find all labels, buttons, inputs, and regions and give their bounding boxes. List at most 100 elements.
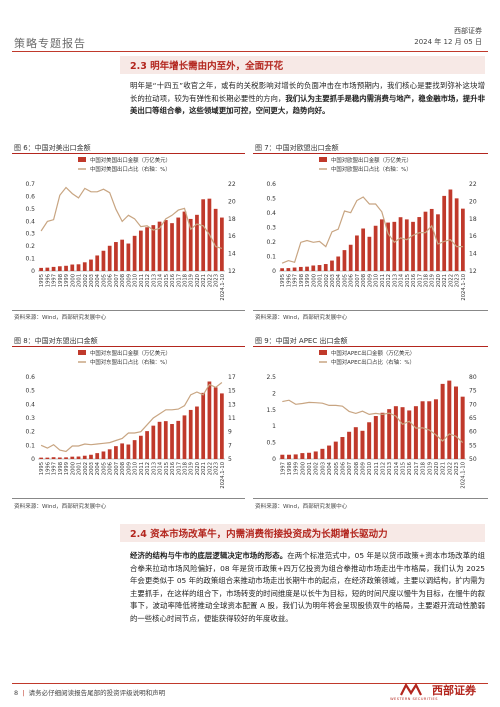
x-tick-label: 1996 bbox=[45, 462, 51, 475]
x-tick-label: 2005 bbox=[101, 274, 107, 287]
x-tick-label: 2013 bbox=[387, 462, 393, 475]
chart-bar bbox=[340, 437, 345, 459]
x-tick-label: 2009 bbox=[126, 274, 132, 287]
chart-bar bbox=[95, 255, 100, 271]
figure-8-bottom-line bbox=[12, 498, 245, 499]
y-tick-label: 0.2 bbox=[25, 243, 35, 250]
x-tick-label: 1996 bbox=[286, 274, 292, 287]
chart-bar bbox=[114, 242, 118, 271]
y2-tick-label: 18 bbox=[469, 216, 477, 223]
x-tick-label: 2003 bbox=[330, 274, 336, 287]
y-tick-label: 1 bbox=[272, 423, 276, 430]
chart-bar bbox=[132, 235, 137, 271]
legend-line-label: 中国对欧盟出口占比（右轴：%） bbox=[331, 165, 412, 173]
chart-bar bbox=[57, 457, 62, 459]
figure-6-chart: 中国对美国出口金额（万亿美元）中国对美国出口占比（右轴：%） 0 0.1 0.2 0.3… bbox=[25, 156, 236, 301]
x-tick-label: 2007 bbox=[355, 274, 361, 287]
y2-tick-label: 12 bbox=[228, 268, 236, 275]
section-2-paragraph: 经济的结构与牛市的底层逻辑决定市场的形态。在两个标准范式中，05 年是以货币政策… bbox=[130, 550, 485, 626]
x-tick-label: 2016 bbox=[411, 274, 417, 287]
chart-bar bbox=[286, 268, 291, 271]
chart-bar bbox=[157, 421, 162, 459]
y2-tick-label: 70 bbox=[469, 401, 477, 408]
x-tick-label: 2023 bbox=[214, 274, 220, 287]
chart-bar bbox=[176, 217, 181, 271]
x-tick-label: 2015 bbox=[164, 462, 170, 475]
chart-bar bbox=[151, 225, 156, 271]
y2-tick-label: 80 bbox=[469, 374, 477, 381]
x-tick-label: 2005 bbox=[342, 274, 348, 287]
chart-bar bbox=[433, 399, 438, 459]
footer-text: 8 | 请务必仔细阅读报告尾部的投资评级说明和声明 bbox=[14, 689, 166, 697]
figure-6-title: 图 6：中国对美出口金额 bbox=[14, 144, 91, 152]
x-tick-label: 2006 bbox=[349, 274, 355, 287]
y-tick-label: 0.3 bbox=[25, 231, 35, 238]
x-tick-label: 2018 bbox=[182, 274, 188, 287]
y2-tick-label: 75 bbox=[469, 388, 477, 395]
x-tick-label: 2017 bbox=[176, 462, 182, 475]
x-tick-label: 2007 bbox=[114, 274, 120, 287]
paragraph-normal-text: 明年是“十四五”收官之年，或有的关税影响对增长的负面冲击在市场预期内，我们核心是… bbox=[130, 81, 485, 103]
chart-bar bbox=[347, 431, 352, 459]
x-tick-label: 1998 bbox=[287, 462, 293, 475]
chart-bar bbox=[120, 239, 125, 271]
chart-bar bbox=[114, 446, 118, 459]
chart-bar bbox=[307, 452, 312, 459]
x-tick-label: 1995 bbox=[39, 274, 45, 287]
x-tick-label: 2005 bbox=[334, 462, 340, 475]
legend-bar-label: 中国对东盟出口金额（万亿美元） bbox=[90, 349, 171, 357]
y-tick-label: 0 bbox=[272, 456, 276, 463]
legend-bar-label: 中国对欧盟出口金额（万亿美元） bbox=[331, 156, 412, 164]
chart-bar bbox=[320, 448, 325, 459]
x-tick-label: 1999 bbox=[294, 462, 300, 475]
y-tick-label: 0.1 bbox=[266, 254, 276, 261]
x-tick-label: 2003 bbox=[320, 462, 326, 475]
y-tick-label: 0.5 bbox=[25, 206, 35, 213]
figure-6-source: 资料来源：Wind，西部研究发展中心 bbox=[14, 315, 107, 321]
chart-bar bbox=[82, 262, 87, 271]
y-tick-label: 0.4 bbox=[25, 218, 35, 225]
y-tick-label: 2.5 bbox=[266, 374, 276, 381]
y-tick-label: 0.1 bbox=[25, 256, 35, 263]
section-paragraph: 明年是“十四五”收官之年，或有的关税影响对增长的负面冲击在市场预期内，我们核心是… bbox=[130, 80, 485, 118]
chart-bar bbox=[373, 225, 378, 271]
x-tick-label: 1999 bbox=[64, 462, 70, 475]
x-tick-label: 2002 bbox=[83, 462, 89, 475]
header-divider bbox=[12, 51, 488, 52]
x-tick-label: 2002 bbox=[324, 274, 330, 287]
figure-8-top-line bbox=[12, 346, 245, 347]
chart-bar bbox=[353, 427, 358, 459]
chart-bar bbox=[305, 266, 309, 271]
chart-bar bbox=[126, 243, 131, 271]
x-tick-label: 2001 bbox=[77, 462, 83, 475]
chart-bar bbox=[126, 444, 131, 459]
chart-bar bbox=[182, 211, 187, 271]
x-tick-label: 2020 bbox=[195, 462, 201, 475]
chart-bar bbox=[367, 236, 372, 271]
x-tick-label: 2019 bbox=[189, 274, 195, 287]
chart-bar bbox=[336, 256, 341, 271]
figure-9-chart: 中国对APEC出口金额（万亿美元）中国对APEC出口占比（右轴：%） 0 0.5 1 1… bbox=[266, 349, 477, 489]
x-tick-label: 2018 bbox=[182, 462, 188, 475]
chart-bar bbox=[120, 443, 125, 459]
x-tick-label: 2018 bbox=[421, 462, 427, 475]
report-date: 2024 年 12 月 05 日 bbox=[414, 38, 482, 46]
chart-bar bbox=[195, 214, 199, 271]
chart-bar bbox=[367, 422, 372, 459]
chart-bar bbox=[380, 412, 385, 459]
x-tick-label: 1998 bbox=[58, 462, 64, 475]
x-tick-label: 2024.1-10 bbox=[461, 274, 467, 301]
x-tick-label: 1999 bbox=[64, 274, 70, 287]
chart-bar bbox=[287, 454, 292, 459]
chart-legend: 中国对东盟出口金额（万亿美元）中国对东盟出口占比（右轴：%） bbox=[78, 349, 171, 366]
chart-bar bbox=[101, 451, 106, 459]
chart-bar bbox=[386, 222, 390, 271]
y-tick-label: 0 bbox=[272, 268, 276, 275]
y2-tick-label: 22 bbox=[228, 181, 236, 188]
x-tick-label: 2010 bbox=[367, 462, 373, 475]
x-tick-label: 2017 bbox=[414, 462, 420, 475]
chart-bar bbox=[300, 453, 305, 459]
x-tick-label: 2013 bbox=[151, 462, 157, 475]
y-tick-label: 0.6 bbox=[266, 181, 276, 188]
chart-bar bbox=[107, 245, 112, 271]
